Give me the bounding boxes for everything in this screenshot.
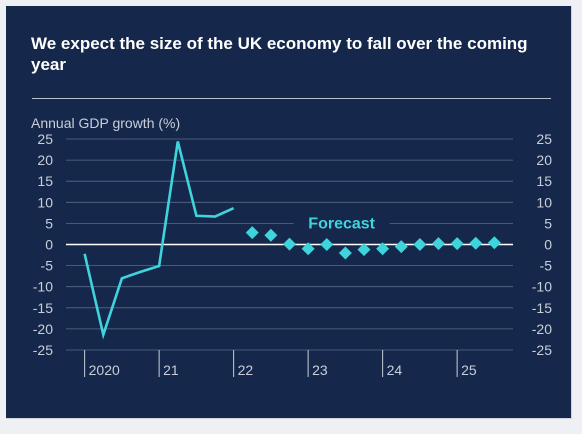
y-tick-label-right: 0 xyxy=(544,237,552,253)
forecast-point xyxy=(413,238,427,251)
y-tick-label-left: 15 xyxy=(37,173,53,189)
forecast-point xyxy=(450,237,464,251)
y-tick-label-left: 10 xyxy=(37,194,53,210)
y-tick-label-right: 20 xyxy=(536,152,552,168)
y-tick-label-left: 25 xyxy=(37,131,53,147)
forecast-point xyxy=(320,238,334,251)
y-tick-label-right: 5 xyxy=(544,215,552,231)
y-tick-label-right: 25 xyxy=(536,131,552,147)
y-tick-label-left: -20 xyxy=(33,321,53,337)
forecast-point xyxy=(469,236,483,250)
y-tick-label-right: -5 xyxy=(540,258,553,274)
y-tick-label-right: -15 xyxy=(532,300,552,316)
forecast-point xyxy=(376,242,390,256)
forecast-point xyxy=(432,237,445,251)
y-tick-label-left: 20 xyxy=(37,152,53,168)
y-tick-label-left: 5 xyxy=(45,215,53,231)
forecast-point xyxy=(338,246,352,260)
y-tick-label-right: -20 xyxy=(532,321,552,337)
forecast-point xyxy=(301,242,315,256)
forecast-point xyxy=(357,243,371,257)
y-tick-label-right: 10 xyxy=(536,194,552,210)
x-tick-label: 25 xyxy=(461,362,477,378)
forecast-point xyxy=(245,226,259,240)
y-tick-label-left: -10 xyxy=(33,279,53,295)
forecast-point xyxy=(264,228,278,242)
x-tick-label: 21 xyxy=(163,362,179,378)
x-tick-label: 24 xyxy=(387,362,403,378)
x-tick-label: 2020 xyxy=(89,362,120,378)
y-tick-label-left: -15 xyxy=(33,300,53,316)
y-tick-label-left: 0 xyxy=(45,237,53,253)
forecast-annotation: Forecast xyxy=(308,215,375,232)
forecast-point xyxy=(283,237,296,251)
x-tick-label: 23 xyxy=(312,362,328,378)
y-tick-label-right: -10 xyxy=(532,279,552,295)
chart-card: We expect the size of the UK economy to … xyxy=(6,6,572,419)
title-divider xyxy=(32,98,551,99)
y-axis-label: Annual GDP growth (%) xyxy=(31,115,180,131)
y-tick-label-right: -25 xyxy=(532,342,552,358)
y-tick-label-right: 15 xyxy=(536,173,552,189)
forecast-point xyxy=(487,236,501,250)
y-tick-label-left: -25 xyxy=(33,342,53,358)
x-tick-label: 22 xyxy=(238,362,254,378)
gdp-outturn-line xyxy=(83,141,235,340)
chart-title: We expect the size of the UK economy to … xyxy=(31,34,528,74)
annotation-bg xyxy=(293,214,390,234)
forecast-point xyxy=(394,240,408,254)
y-tick-label-left: -5 xyxy=(41,258,54,274)
